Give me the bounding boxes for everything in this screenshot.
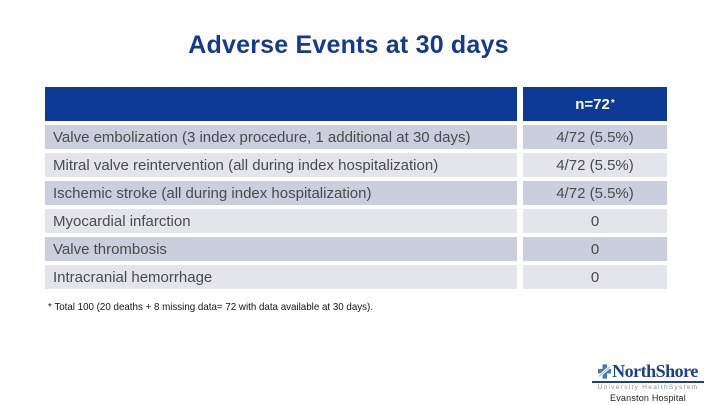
table-row-label: Ischemic stroke (all during index hospit… <box>45 181 517 205</box>
table-row-label: Valve embolization (3 index procedure, 1… <box>45 125 517 149</box>
medical-cross-icon <box>598 363 612 379</box>
northshore-tagline: University HealthSystem <box>597 384 699 391</box>
table-row-value: 0 <box>523 265 667 289</box>
table-row-value: 0 <box>523 237 667 261</box>
northshore-logo: NorthShore University HealthSystem Evans… <box>592 362 704 403</box>
table-header-n-value: n=72 <box>575 95 610 113</box>
table-header-empty <box>45 87 517 121</box>
table-row-label: Valve thrombosis <box>45 237 517 261</box>
northshore-wordmark-row: NorthShore <box>592 362 704 383</box>
footnote: * Total 100 (20 deaths + 8 missing data=… <box>48 301 373 313</box>
table-row-value: 0 <box>523 209 667 233</box>
table-row-label: Mitral valve reintervention (all during … <box>45 153 517 177</box>
table-row-value: 4/72 (5.5%) <box>523 181 667 205</box>
table-header-n: n=72 * <box>523 87 667 121</box>
table-row-label: Intracranial hemorrhage <box>45 265 517 289</box>
northshore-brand-text: NorthShore <box>612 361 698 381</box>
adverse-events-table: n=72 * Valve embolization (3 index proced… <box>45 87 667 289</box>
table-row-label: Myocardial infarction <box>45 209 517 233</box>
slide-title: Adverse Events at 30 days <box>188 31 509 59</box>
table-row-value: 4/72 (5.5%) <box>523 125 667 149</box>
hospital-name: Evanston Hospital <box>610 393 686 403</box>
table-row-value: 4/72 (5.5%) <box>523 153 667 177</box>
